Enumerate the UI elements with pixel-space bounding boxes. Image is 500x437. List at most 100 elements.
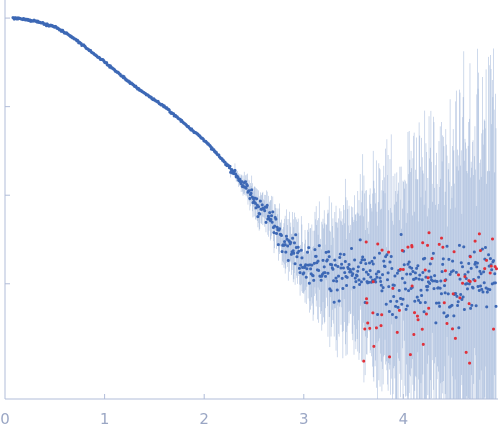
data-point (393, 274, 397, 278)
data-point (429, 275, 433, 279)
data-point (493, 281, 497, 285)
data-point (364, 270, 368, 274)
x-ticks (4, 394, 404, 399)
outlier-point (452, 250, 456, 254)
data-point (345, 275, 349, 279)
data-point (272, 231, 276, 235)
data-point (457, 326, 461, 330)
data-point (380, 289, 384, 293)
data-point (431, 251, 435, 255)
data-point (243, 180, 247, 184)
data-point (383, 264, 387, 268)
data-point (364, 262, 368, 266)
data-point (245, 184, 249, 188)
data-point (329, 289, 333, 293)
data-point (425, 288, 429, 292)
outlier-point (492, 327, 496, 331)
data-point (317, 244, 321, 248)
outlier-point (424, 312, 428, 316)
outlier-point (473, 279, 477, 283)
data-point (233, 168, 237, 172)
data-point (403, 281, 407, 285)
data-point (411, 270, 415, 274)
data-point (434, 301, 438, 305)
data-point (275, 225, 279, 229)
data-point (377, 270, 381, 274)
data-point (273, 224, 277, 228)
data-point (283, 240, 287, 244)
outlier-point (490, 237, 494, 241)
data-point (469, 306, 473, 310)
data-point (421, 271, 425, 275)
data-point (341, 286, 345, 290)
data-point (445, 244, 449, 248)
data-point (419, 288, 423, 292)
data-point (313, 248, 317, 252)
data-point (291, 249, 295, 253)
outlier-point (458, 296, 462, 300)
outlier-point (441, 245, 445, 249)
outlier-point (371, 311, 375, 315)
data-point (357, 278, 361, 282)
data-point (265, 203, 269, 207)
data-point (331, 267, 335, 271)
data-point (415, 295, 419, 299)
outlier-point (416, 318, 420, 322)
outlier-point (457, 273, 461, 277)
outlier-point (380, 248, 384, 252)
data-point (422, 310, 426, 314)
data-point (416, 298, 420, 302)
data-point (286, 259, 290, 263)
data-point (455, 294, 459, 298)
data-point (256, 215, 260, 219)
outlier-point (489, 264, 493, 268)
data-point (353, 258, 357, 262)
data-point (354, 280, 358, 284)
outlier-point (421, 241, 425, 245)
x-tick-labels: 0 1 2 3 4 (0, 410, 408, 428)
data-point (395, 299, 399, 303)
data-point (298, 271, 302, 275)
data-point (385, 253, 389, 257)
data-point (423, 300, 427, 304)
data-point (470, 303, 474, 307)
outlier-point (450, 327, 454, 331)
data-point (420, 294, 424, 298)
outlier-point (461, 281, 465, 285)
data-point (459, 261, 463, 265)
outlier-point (483, 267, 487, 271)
data-point (376, 312, 380, 316)
data-point (317, 268, 321, 272)
data-point (323, 274, 327, 278)
x-tick-label-4: 4 (399, 410, 409, 428)
data-point (304, 263, 308, 267)
data-point (296, 245, 300, 249)
data-point (494, 304, 498, 308)
data-point (472, 250, 476, 254)
data-point (349, 270, 353, 274)
data-point (362, 277, 366, 281)
data-point (280, 250, 284, 254)
data-point (289, 252, 293, 256)
data-point (466, 270, 470, 274)
data-point (404, 307, 408, 311)
data-point (338, 255, 342, 259)
data-point (465, 287, 469, 291)
data-point (399, 232, 403, 236)
data-point (289, 240, 293, 244)
data-point (400, 302, 404, 306)
outlier-point (427, 231, 431, 235)
data-point (413, 299, 417, 303)
data-point (437, 301, 441, 305)
data-point (266, 214, 270, 218)
data-point (405, 272, 409, 276)
data-point (255, 197, 259, 201)
outlier-point (412, 332, 416, 336)
data-point (407, 260, 411, 264)
data-point (428, 281, 432, 285)
data-point (443, 284, 447, 288)
x-tick-label-0: 0 (0, 410, 10, 428)
data-point (294, 233, 298, 237)
data-point (407, 289, 411, 293)
data-point (279, 233, 283, 237)
